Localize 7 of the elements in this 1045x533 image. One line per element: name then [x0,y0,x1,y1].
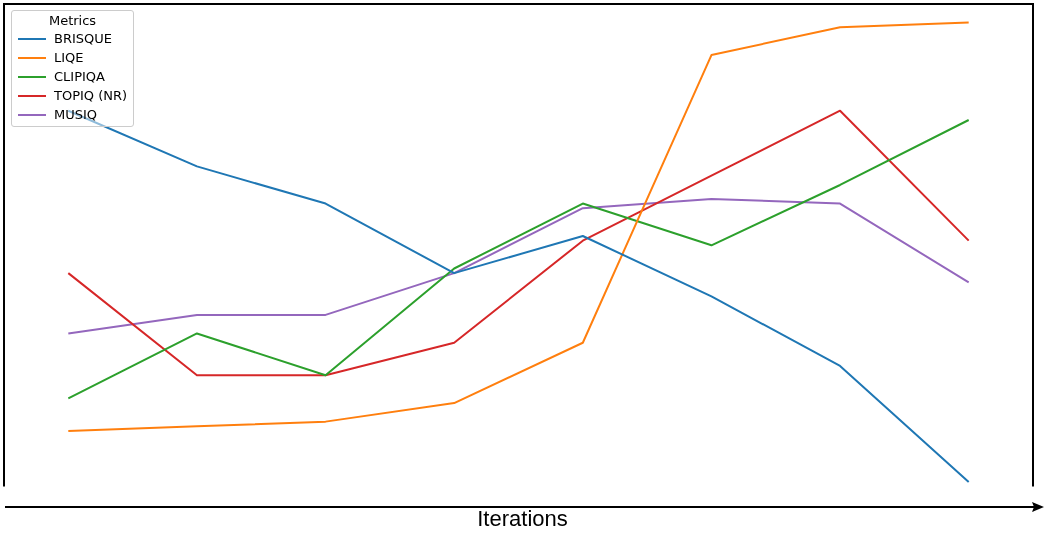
x-axis-title: Iterations [476,506,569,532]
legend-label: BRISQUE [54,31,112,46]
legend-title: Metrics [47,13,98,28]
legend-label: LIQE [54,50,84,65]
legend-label: TOPIQ (NR) [54,88,128,103]
legend-label: CLIPIQA [54,69,105,84]
legend-label: MUSIQ [54,107,98,122]
